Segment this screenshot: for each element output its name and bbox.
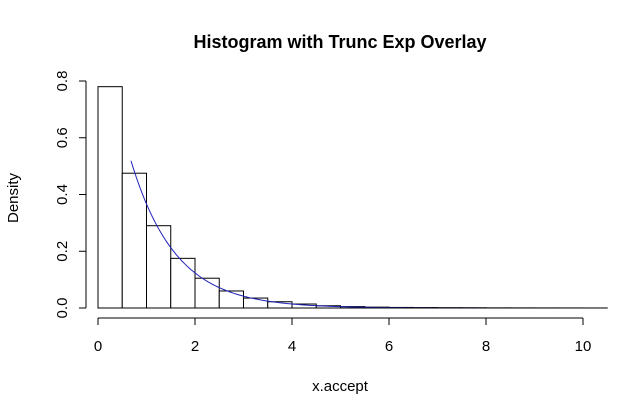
x-tick-label-5: 10: [575, 338, 592, 355]
histogram-bar-0: [97, 86, 123, 309]
histogram-bar-1: [121, 172, 147, 309]
y-axis: 0.0 0.2 0.4 0.6 0.8: [54, 71, 87, 319]
y-tick-label-3: 0.6: [54, 127, 71, 148]
x-tick-label-0: 0: [94, 338, 102, 355]
x-tick-label-4: 8: [482, 338, 490, 355]
histogram-bar-6: [243, 297, 269, 309]
y-tick-label-0: 0.0: [54, 298, 71, 319]
y-tick-label-4: 0.8: [54, 71, 71, 92]
x-axis-label: x.accept: [312, 378, 369, 395]
histogram-bar-5: [218, 290, 244, 309]
chart-title: Histogram with Trunc Exp Overlay: [193, 32, 486, 52]
x-tick-label-3: 6: [385, 338, 393, 355]
y-tick-label-1: 0.2: [54, 241, 71, 262]
histogram-bar-4: [194, 277, 220, 309]
y-axis-label: Density: [5, 172, 22, 223]
histogram-bars: [97, 86, 608, 309]
histogram-bar-2: [146, 225, 172, 309]
x-tick-label-1: 2: [191, 338, 199, 355]
y-tick-label-2: 0.4: [54, 184, 71, 205]
x-tick-label-2: 4: [288, 338, 296, 355]
x-axis: 0 2 4 6 8 10: [94, 317, 592, 355]
histogram-bar-3: [170, 257, 196, 309]
